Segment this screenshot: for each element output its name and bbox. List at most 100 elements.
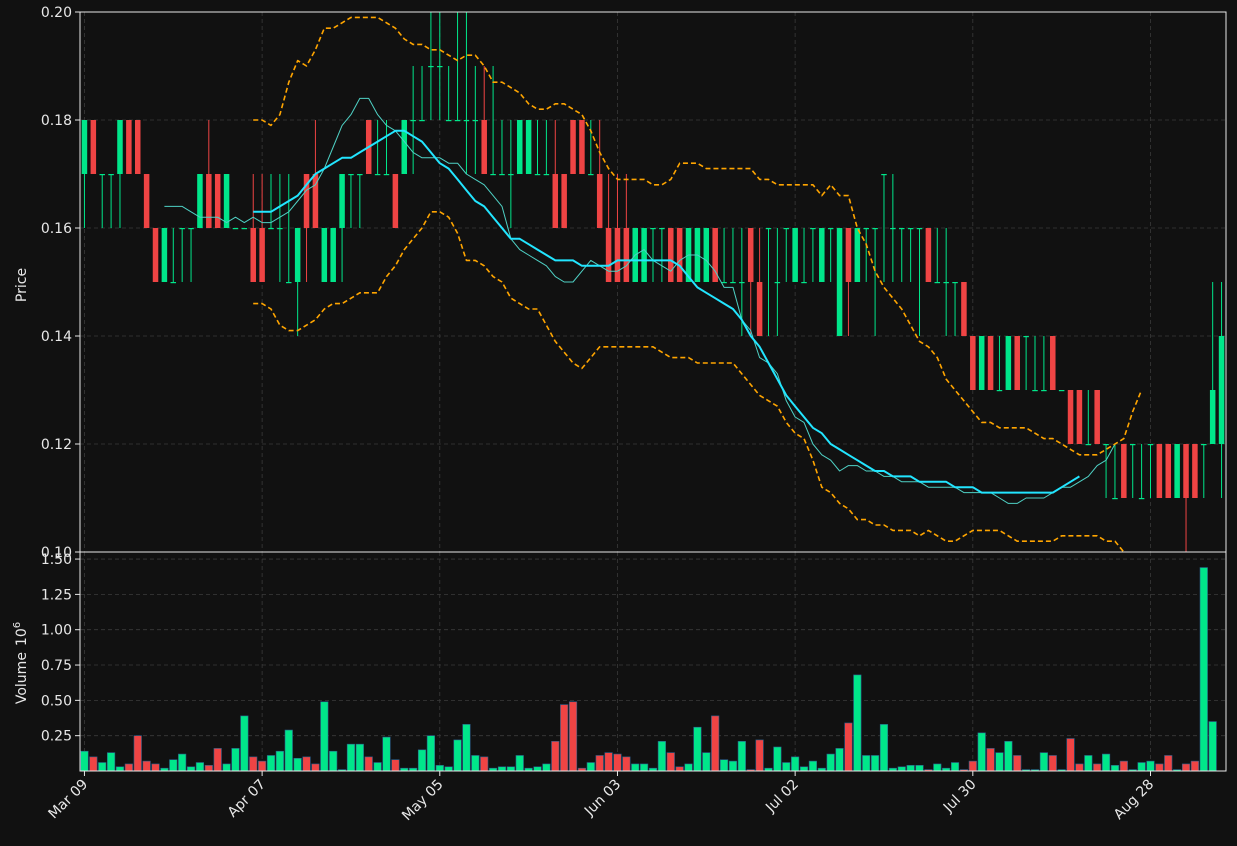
candle-body: [925, 228, 932, 282]
candle-body: [721, 282, 727, 284]
candle-body: [570, 120, 576, 174]
price-tick-label: 0.12: [41, 437, 72, 453]
candle-body: [810, 228, 816, 230]
candle-body: [1014, 336, 1020, 390]
volume-scale-base: 10: [14, 628, 30, 646]
volume-bar: [719, 759, 729, 772]
volume-grid: [80, 552, 1226, 771]
candle-body: [952, 282, 958, 284]
volume-bar: [977, 732, 986, 772]
volume-bar: [355, 743, 364, 772]
candles-layer: [81, 12, 1225, 552]
candle-body: [179, 228, 185, 230]
candle-body: [1103, 444, 1109, 446]
volume-bar: [204, 765, 213, 772]
long-moving-average-line: [253, 129, 1080, 494]
volume-scale-exponent: 6: [12, 622, 23, 628]
candle-body: [339, 174, 345, 228]
price-tick-label: 0.14: [41, 329, 72, 345]
volume-bar: [1181, 763, 1191, 772]
candle-body: [623, 228, 630, 282]
candle-body: [703, 228, 710, 282]
volume-bar: [666, 752, 675, 772]
volume-bar: [417, 749, 427, 772]
volume-bar: [373, 762, 382, 772]
volume-bar: [737, 741, 746, 772]
volume-bar: [195, 762, 205, 772]
volume-bar: [622, 756, 631, 772]
candle-body: [516, 120, 523, 174]
indicator-lines: [164, 16, 1143, 553]
volume-bar: [542, 763, 551, 772]
candle-body: [268, 228, 274, 230]
volume-bar: [791, 756, 800, 772]
volume-bar: [320, 701, 329, 772]
candle-body: [792, 228, 798, 282]
volume-bar: [480, 756, 489, 772]
candle-body: [241, 228, 248, 230]
volume-bar: [1146, 760, 1155, 772]
volume-bar: [595, 755, 604, 772]
candle-body: [659, 228, 665, 230]
candle-body: [1165, 444, 1172, 498]
price-tick-label: 0.20: [41, 5, 72, 21]
candle-body: [463, 120, 470, 122]
candle-body: [854, 228, 861, 282]
candle-body: [383, 174, 390, 176]
volume-bar: [258, 760, 267, 772]
lower-band-line: [253, 211, 1125, 553]
candle-body: [605, 228, 612, 282]
volume-bar: [684, 763, 693, 772]
upper-band-line: [253, 16, 1143, 456]
candle-body: [188, 228, 194, 230]
candle-body: [641, 228, 647, 282]
volume-bar: [1110, 765, 1120, 772]
candle-body: [1174, 444, 1180, 498]
candle-body: [1067, 390, 1074, 444]
volume-bar: [844, 722, 853, 772]
volume-bar: [560, 704, 569, 772]
candle-body: [117, 120, 123, 174]
volume-bar: [1039, 752, 1048, 772]
candle-body: [1183, 444, 1189, 498]
volume-bar: [631, 763, 640, 772]
volume-bar: [266, 755, 276, 772]
candle-body: [348, 174, 354, 176]
candle-body: [90, 120, 97, 174]
candle-body: [588, 174, 594, 176]
candle-body: [1085, 444, 1092, 446]
volume-bar: [675, 766, 684, 772]
volume-bar: [471, 755, 480, 772]
volume-bar: [142, 760, 151, 772]
volume-bar: [693, 726, 702, 772]
volume-bar: [702, 752, 711, 772]
volume-bar: [1190, 760, 1199, 772]
volume-bar: [1137, 762, 1146, 772]
candle-body: [525, 120, 532, 174]
candle-body: [872, 228, 878, 230]
volume-bars: [80, 567, 1217, 772]
candle-body: [827, 228, 834, 230]
candle-body: [312, 174, 319, 228]
volume-bar: [222, 763, 231, 772]
candle-body: [99, 174, 105, 176]
volume-bar: [640, 763, 649, 772]
volume-bar: [426, 735, 435, 772]
candle-body: [152, 228, 159, 282]
volume-bar: [968, 760, 977, 772]
price-tick-label: 0.18: [41, 113, 72, 129]
volume-bar: [1164, 755, 1173, 772]
candle-body: [454, 120, 461, 122]
candle-body: [543, 174, 550, 176]
volume-bar: [1004, 741, 1013, 772]
volume-bar: [364, 756, 373, 772]
volume-bar: [586, 762, 595, 772]
volume-bar: [711, 715, 720, 772]
candle-body: [374, 174, 381, 176]
volume-panel-frame: [79, 551, 1227, 772]
candle-body: [881, 174, 887, 176]
volume-bar: [1093, 763, 1102, 772]
candle-body: [534, 174, 541, 176]
volume-bar: [728, 760, 738, 772]
